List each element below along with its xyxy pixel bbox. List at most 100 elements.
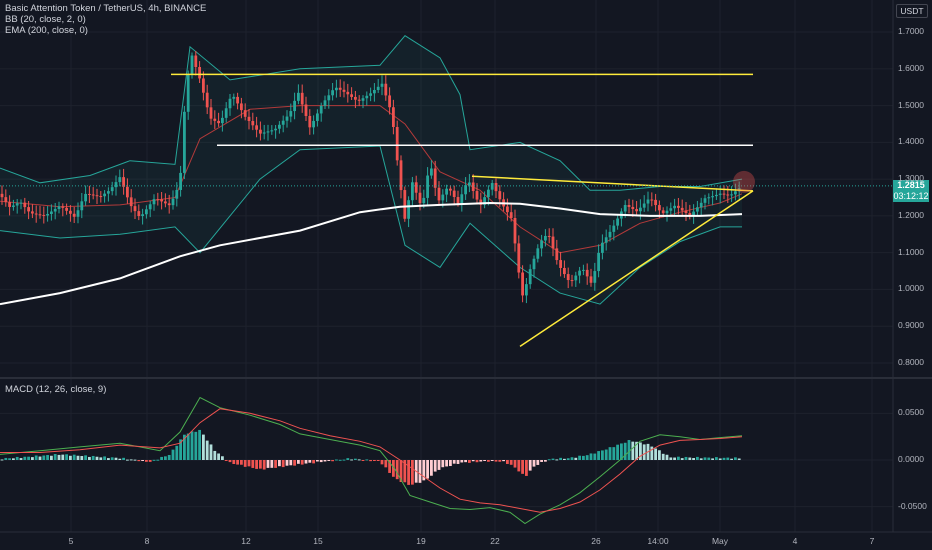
candle-body: [445, 188, 448, 195]
macd-histogram-bar: [456, 460, 460, 464]
candle-body: [673, 205, 676, 209]
price-tick-label: 0.9000: [898, 320, 924, 331]
candle-body: [399, 160, 403, 191]
macd-histogram-bar: [160, 456, 163, 460]
candle-body: [426, 175, 429, 198]
macd-histogram-bar: [175, 445, 179, 460]
triangle-lower-line: [519, 190, 754, 348]
bar-countdown: 03:12:12: [893, 191, 929, 201]
macd-histogram-bar: [718, 458, 722, 460]
price-tick-label: 1.4000: [898, 136, 924, 147]
candle-body: [12, 205, 15, 207]
candle-body: [137, 211, 141, 217]
macd-histogram-bar: [126, 459, 129, 461]
time-tick-label: 26: [591, 536, 601, 546]
macd-histogram-bar: [251, 460, 255, 468]
macd-histogram-bar: [274, 460, 277, 468]
macd-histogram-bar: [506, 460, 509, 464]
macd-histogram-bar: [479, 460, 483, 462]
candle-body: [133, 206, 137, 212]
bb-lower-line: [0, 145, 742, 305]
candle-body: [464, 185, 467, 195]
macd-histogram-bar: [61, 454, 65, 460]
candle-body: [536, 248, 540, 259]
candle-body: [650, 199, 654, 201]
currency-button[interactable]: USDT: [896, 4, 928, 18]
candle-body: [722, 193, 726, 195]
macd-histogram-bar: [300, 460, 304, 465]
macd-histogram-bar: [232, 460, 236, 465]
bb-legend: BB (20, close, 2, 0): [5, 14, 86, 25]
candle-body: [635, 209, 638, 212]
macd-histogram-bar: [152, 459, 156, 461]
candle-body: [483, 197, 486, 205]
candle-body: [327, 95, 331, 101]
candle-body: [194, 55, 198, 68]
macd-histogram-bar: [464, 460, 467, 463]
macd-histogram-bar: [34, 455, 38, 460]
candle-body: [346, 91, 350, 95]
candle-body: [646, 199, 650, 204]
macd-histogram-bar: [103, 456, 106, 460]
candle-body: [601, 242, 604, 253]
macd-histogram-bar: [107, 458, 110, 460]
candle-body: [631, 206, 635, 210]
candle-body: [403, 190, 407, 219]
candle-body: [274, 128, 277, 131]
candle-body: [110, 187, 114, 192]
candle-body: [711, 196, 714, 198]
macd-histogram-bar: [129, 459, 133, 461]
macd-histogram-bar: [365, 459, 369, 461]
ema-legend: EMA (200, close, 0): [5, 25, 88, 36]
candle-body: [297, 92, 300, 101]
candle-body: [498, 191, 502, 200]
candle-body: [517, 243, 521, 273]
candle-body: [308, 115, 312, 128]
candle-body: [232, 96, 236, 99]
candle-body: [91, 194, 95, 196]
candle-body: [494, 183, 498, 192]
time-tick-label: 14:00: [647, 536, 669, 546]
candle-body: [582, 269, 585, 271]
ema-line: [0, 201, 743, 306]
bb-fill: [0, 35, 742, 305]
macd-histogram-bar: [699, 458, 703, 460]
macd-histogram-bar: [323, 460, 327, 462]
macd-histogram-bar: [335, 459, 338, 461]
macd-histogram-bar: [460, 460, 464, 463]
macd-histogram-bar: [730, 458, 733, 460]
macd-tick-label: 0.0000: [898, 454, 924, 464]
candle-body: [335, 87, 338, 91]
price-tick-label: 1.2000: [898, 209, 924, 220]
time-tick-label: 19: [416, 536, 426, 546]
macd-histogram-bar: [517, 460, 521, 472]
macd-histogram-bar: [23, 456, 27, 460]
candle-body: [270, 130, 274, 132]
candle-body: [186, 74, 190, 112]
macd-histogram-bar: [430, 460, 433, 476]
macd-histogram-bar: [84, 455, 87, 460]
candle-body: [19, 202, 23, 204]
candle-body: [205, 92, 209, 108]
candle-body: [661, 210, 665, 214]
candle-body: [707, 197, 711, 199]
macd-histogram-bar: [198, 429, 201, 460]
symbol-title: Basic Attention Token / TetherUS, 4h, BI…: [5, 3, 207, 14]
macd-histogram-bar: [703, 457, 707, 460]
candle-body: [437, 187, 441, 201]
candle-body: [521, 272, 524, 296]
candle-body: [376, 86, 380, 90]
candle-body: [156, 199, 160, 201]
macd-histogram-bar: [270, 460, 274, 468]
candle-body: [183, 111, 186, 173]
macd-histogram-bar: [631, 441, 635, 460]
candle-body: [84, 193, 87, 202]
candle-body: [198, 67, 201, 79]
macd-histogram-bar: [471, 460, 475, 462]
candle-body: [623, 204, 627, 212]
macd-histogram-bar: [650, 446, 654, 460]
candle-body: [175, 189, 179, 199]
macd-tick-label: -0.0500: [898, 500, 927, 511]
macd-histogram-bar: [179, 439, 182, 460]
